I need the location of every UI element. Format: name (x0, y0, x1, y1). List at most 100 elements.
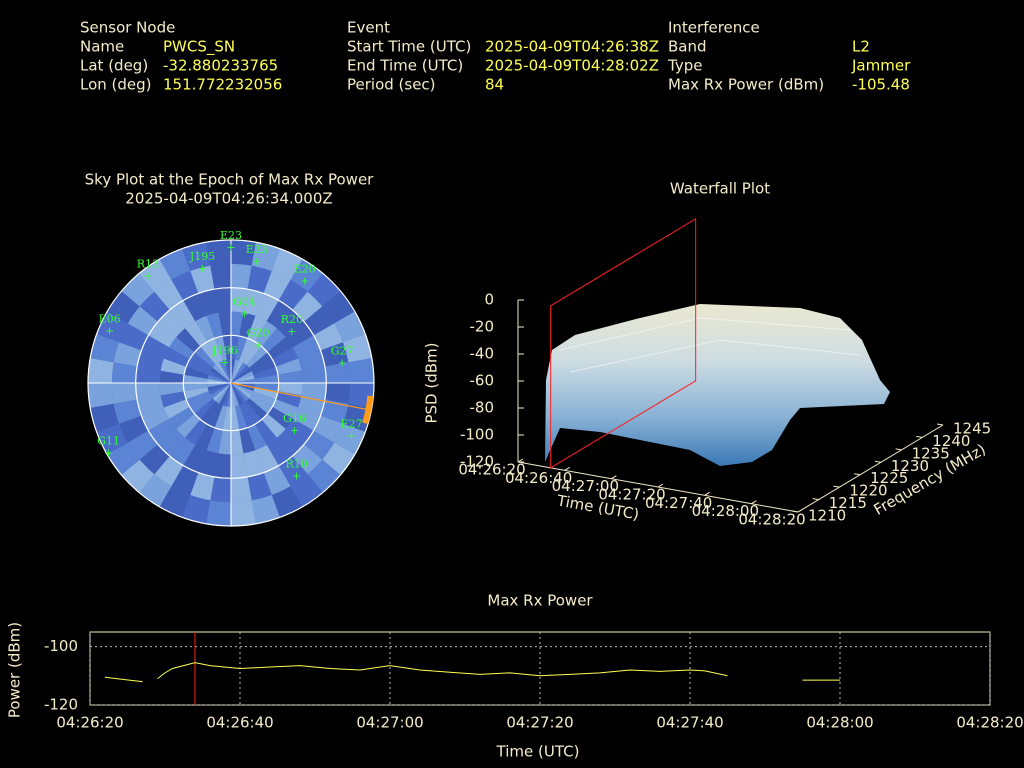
sky-cell (113, 342, 142, 367)
sky-cell (239, 403, 255, 428)
sky-cell (141, 335, 170, 359)
sky-cell (231, 383, 255, 392)
sky-cell (206, 427, 223, 454)
z-tick-label: -40 (470, 345, 495, 363)
satellite-point: + (105, 324, 114, 337)
sky-cell (184, 366, 209, 379)
sky-cell (231, 311, 244, 337)
sky-cell (253, 366, 278, 379)
y-tick (854, 473, 861, 476)
sky-cell (200, 341, 220, 365)
sky-cell (182, 242, 211, 272)
satellite-point: + (104, 447, 113, 460)
sky-cell (304, 306, 335, 336)
sky-cell (313, 415, 343, 443)
sky-cell (334, 423, 366, 455)
sky-cell (207, 374, 231, 383)
sky-cell (243, 450, 264, 477)
chart-title: Sky Plot at the Epoch of Max Rx Power (85, 171, 375, 189)
sky-cell (267, 406, 293, 429)
sky-cell (247, 315, 267, 342)
z-tick-label: -100 (460, 426, 494, 444)
x-tick-label: 04:28:20 (738, 511, 805, 529)
sky-cell (246, 398, 268, 420)
sky-cell (304, 430, 335, 460)
sky-cell (231, 263, 252, 290)
sky-cell (214, 405, 227, 430)
z-tick-label: -80 (470, 399, 495, 417)
sky-cell (222, 406, 231, 431)
sky-cell (214, 287, 231, 313)
sky-cell (121, 273, 155, 307)
sky-cell (261, 328, 286, 353)
sky-cell (218, 429, 231, 455)
sky-cell (251, 359, 276, 375)
x-tick-label: 04:28:20 (956, 714, 1023, 732)
satellite-label: E33 (246, 243, 268, 256)
sky-cell (247, 472, 272, 501)
sky-cell (231, 383, 252, 399)
sky-cell (239, 338, 255, 363)
field-label: End Time (UTC) (347, 57, 463, 75)
sky-cell (342, 403, 372, 432)
sky-cell (127, 430, 158, 460)
sky-cell (253, 387, 278, 400)
sky-cell (215, 362, 231, 383)
x-tick-label: 04:26:40 (206, 714, 273, 732)
sky-cell (88, 358, 114, 383)
satellite-point: + (337, 356, 346, 369)
sky-cell (231, 406, 240, 431)
field-label: Name (80, 38, 124, 56)
sky-cell (169, 437, 196, 466)
sky-cell (235, 405, 248, 430)
section-title: Sensor Node (80, 19, 175, 37)
x-tick-label: 04:27:20 (598, 486, 665, 504)
sky-cell (254, 383, 279, 392)
z-tick-label: 0 (484, 291, 494, 309)
sky-cell (246, 346, 268, 368)
sky-cell (127, 306, 158, 336)
sky-cell (214, 453, 231, 479)
satellite-label: G11 (97, 435, 120, 448)
frequency-axis (797, 424, 944, 513)
sky-cell (285, 418, 314, 445)
sky-cell (263, 465, 291, 495)
sky-cell (200, 401, 220, 425)
x-tick-label: 04:27:40 (656, 714, 723, 732)
chart-title: Max Rx Power (487, 592, 593, 610)
sky-cell (342, 334, 372, 363)
sky-cell (231, 364, 250, 383)
satellite-label: J195 (189, 250, 215, 263)
sky-cell (292, 444, 323, 475)
x-tick (564, 466, 570, 471)
sky-cell (88, 383, 114, 408)
z-tick-label: -60 (470, 372, 495, 390)
sky-cell (163, 399, 190, 419)
satellite-point: + (292, 470, 301, 483)
sky-cell (222, 383, 231, 407)
sky-cell (320, 342, 349, 367)
sky-cell (119, 415, 149, 443)
sky-cell (247, 265, 272, 294)
sky-cell (139, 444, 170, 475)
sky-cell (169, 406, 195, 429)
sky-cell (266, 437, 293, 466)
sky-cell (207, 378, 231, 383)
sky-cell (277, 383, 303, 396)
sky-cell (231, 453, 248, 479)
satellite-point: + (240, 307, 249, 320)
interference-arc (362, 395, 374, 425)
sky-cell (206, 312, 223, 339)
satellite-point: + (290, 424, 299, 437)
sky-cell (215, 383, 231, 404)
y-tick-label: 1245 (953, 420, 991, 438)
sky-cell (255, 293, 279, 322)
sky-cell (190, 265, 215, 294)
waterfall-surface (545, 304, 890, 466)
y-tick-label: 1240 (932, 432, 970, 450)
satellite-label: R20 (281, 313, 303, 326)
x-tick-label: 04:28:00 (692, 502, 759, 520)
sky-cell (210, 367, 231, 383)
field-value: -105.48 (852, 76, 910, 94)
